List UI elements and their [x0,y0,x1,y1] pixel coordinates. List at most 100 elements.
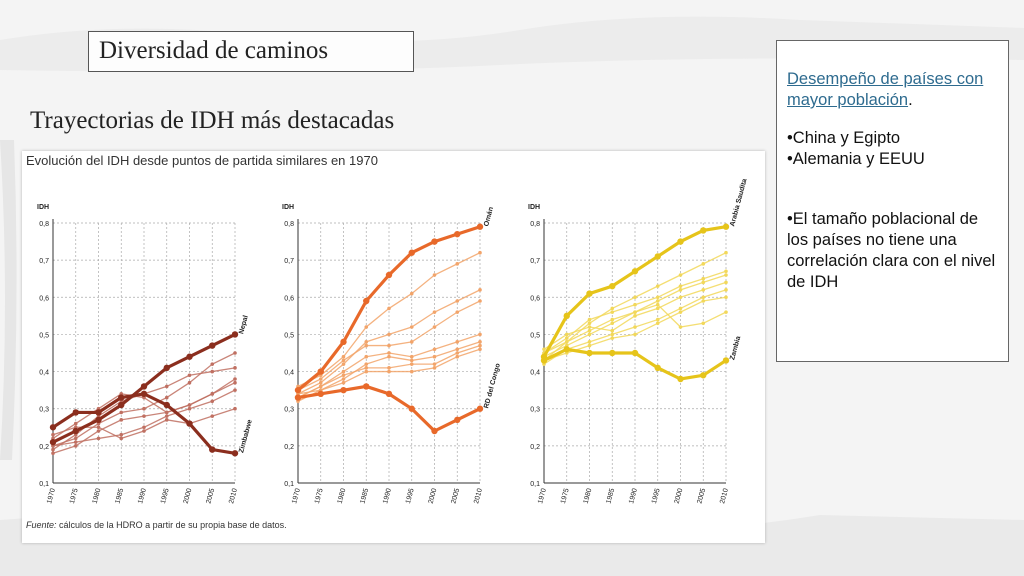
data-point [724,280,728,285]
data-point [233,380,237,385]
data-point [678,325,683,329]
data-point [96,425,101,430]
data-point [119,436,124,441]
y-tick-label: 0,1 [39,481,49,488]
x-tick-label: 1975 [560,488,571,505]
data-point [341,354,346,359]
data-point [478,250,482,255]
x-tick-label: 2005 [205,488,216,505]
slide-subtitle: Trayectorias de IDH más destacadas [30,107,395,134]
data-point [119,410,124,415]
data-point [294,394,302,401]
data-point [95,416,102,424]
data-point [409,325,414,329]
x-tick-label: 2000 [674,488,685,505]
figure-panel: Evolución del IDH desde puntos de partid… [22,151,765,543]
data-point [478,347,482,352]
data-point [318,384,323,389]
x-tick-label: 2000 [183,488,194,505]
data-point [140,390,148,398]
data-point [233,388,237,392]
data-point [341,362,346,366]
y-tick-label: 0,6 [284,295,294,302]
data-point [633,332,637,337]
data-point [341,373,346,378]
data-point [722,223,730,230]
data-point [72,409,79,416]
data-point [432,325,437,329]
chart-panel-2: 0,1 0,2 0,3 0,4 0,5 0,6 0,7 0,8 IDH 1970 1975 1980 1… [282,204,502,505]
data-point [364,340,369,344]
data-point [476,223,484,230]
data-point [318,380,323,385]
source-text: cálculos de la HDRO a partir de su propi… [59,520,287,530]
source-label: Fuente: [26,520,57,530]
x-tick-label: 1990 [382,488,393,505]
data-point [701,299,706,303]
data-point [387,354,391,359]
x-tick-label: 1985 [114,488,125,505]
data-point [163,401,170,409]
data-point [364,354,369,359]
data-point [119,418,124,422]
x-tick-label: 2010 [473,488,484,505]
data-point [631,349,639,357]
data-point [678,273,683,277]
data-point [364,325,369,329]
chart-panel-1: 0,1 0,2 0,3 0,4 0,5 0,6 0,7 0,8 IDH 1970 1975 1980 1… [37,204,254,505]
data-point [51,451,55,456]
data-point [587,325,592,329]
bullet-china-egypt: •China y Egipto [787,129,901,147]
data-point [432,273,437,277]
data-point [587,328,592,333]
data-point [724,310,728,314]
data-point [340,338,347,346]
data-point [678,284,683,288]
data-point [210,414,215,418]
data-point [341,377,346,381]
x-tick-label: 1995 [405,488,416,505]
data-point [609,282,616,290]
data-point [564,340,569,344]
data-point [318,377,323,381]
y-tick-label: 0,3 [284,407,294,414]
x-tick-label: 1975 [314,488,325,505]
data-point [409,358,414,363]
data-point [633,325,637,329]
data-point [455,347,460,352]
data-point [387,306,391,311]
y-tick-label: 0,6 [39,295,49,302]
data-point [633,310,637,314]
x-tick-label: 1995 [651,488,662,505]
data-point [655,295,660,300]
data-point [210,392,215,396]
data-point [455,310,460,314]
bullet-germany-usa: •Alemania y EEUU [787,150,925,168]
x-tick-label: 2000 [428,488,439,505]
data-point [478,343,482,348]
y-tick-label: 0,3 [39,407,49,414]
data-point [540,357,548,364]
data-point [633,302,637,307]
data-point [363,383,370,390]
data-point [163,364,170,372]
data-point [140,383,148,390]
data-point [408,405,415,412]
data-point [51,447,55,452]
x-tick-label: 2005 [450,488,461,505]
x-tick-label: 1990 [628,488,639,505]
data-point [701,262,706,266]
data-point [677,238,684,245]
data-point [187,373,192,378]
data-point [72,427,79,435]
data-point [631,268,639,275]
data-point [586,349,593,357]
data-point [610,321,615,326]
data-point [609,349,616,357]
data-point [142,414,146,418]
x-tick-label: 1990 [137,488,148,505]
data-point [409,291,414,296]
data-point [187,403,192,407]
x-tick-label: 2010 [719,488,730,505]
data-point [408,249,415,256]
